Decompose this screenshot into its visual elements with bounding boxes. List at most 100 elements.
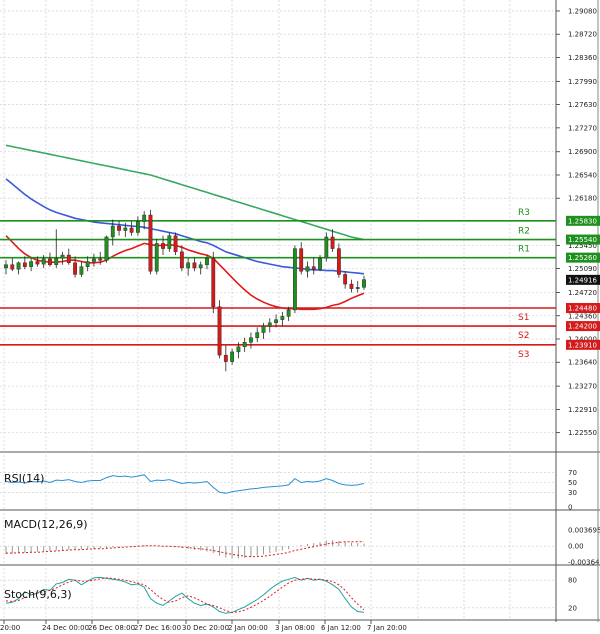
candle-body bbox=[54, 258, 59, 265]
time-tick-label: 6 Jan 12:00 bbox=[321, 624, 361, 632]
macd-tick-label: -0.00364 bbox=[568, 559, 600, 567]
candle-body bbox=[142, 214, 147, 222]
price-tick-label: 1.26180 bbox=[568, 195, 597, 203]
candle-body bbox=[92, 258, 96, 262]
candle-body bbox=[73, 262, 77, 275]
candle-body bbox=[230, 351, 235, 362]
candle-body bbox=[104, 236, 109, 261]
level-name-s2: S2 bbox=[518, 331, 529, 341]
candle-body bbox=[286, 309, 291, 317]
candle-body bbox=[41, 258, 46, 265]
time-tick-label: 26 Dec 08:00 bbox=[88, 624, 135, 632]
current-price-label: 1.24916 bbox=[568, 276, 597, 284]
level-tag-label: 1.23910 bbox=[568, 341, 597, 349]
level-name-s1: S1 bbox=[518, 313, 529, 323]
candle-body bbox=[148, 214, 153, 272]
stoch-k-line bbox=[5, 576, 365, 614]
candle-body bbox=[223, 354, 228, 362]
level-name-r2: R2 bbox=[518, 227, 530, 237]
level-tag-label: 1.25540 bbox=[568, 236, 597, 244]
candle-body bbox=[242, 342, 247, 347]
level-tag-label: 1.24200 bbox=[568, 323, 597, 331]
candle-body bbox=[336, 248, 341, 275]
price-tick-label: 1.29080 bbox=[568, 7, 597, 15]
rsi-panel: RSI(14) 70 50 30 0 bbox=[0, 469, 577, 512]
candle-body bbox=[117, 225, 121, 231]
candle-body bbox=[16, 262, 21, 270]
level-name-r1: R1 bbox=[518, 245, 530, 255]
candle-body bbox=[324, 236, 329, 259]
rsi-line bbox=[5, 474, 365, 494]
candle-body bbox=[79, 266, 84, 275]
candle-body bbox=[154, 243, 159, 272]
candle-body bbox=[311, 266, 316, 270]
candle-body bbox=[48, 258, 52, 265]
rsi-tick-label: 0 bbox=[568, 504, 572, 512]
level-tag-label: 1.25830 bbox=[568, 217, 597, 225]
candle-body bbox=[85, 261, 90, 267]
level-tag-bg bbox=[566, 252, 600, 263]
level-tag-bg bbox=[566, 303, 600, 314]
price-tick-label: 1.26540 bbox=[568, 171, 597, 179]
price-tick-label: 1.28720 bbox=[568, 31, 597, 39]
rsi-label: RSI(14) bbox=[4, 472, 44, 485]
candle-body bbox=[4, 264, 8, 269]
level-tag-label: 1.25260 bbox=[568, 254, 597, 262]
price-tick-label: 1.23640 bbox=[568, 359, 597, 367]
time-tick-label: 7 Jan 20:00 bbox=[367, 624, 407, 632]
candle-body bbox=[186, 262, 191, 269]
current-price-tag-bg bbox=[566, 274, 600, 285]
candle-body bbox=[299, 248, 304, 272]
price-tick-label: 1.28360 bbox=[568, 54, 597, 62]
price-tick-label: 1.24360 bbox=[568, 312, 597, 320]
candle-body bbox=[305, 266, 310, 272]
price-tick-label: 1.23270 bbox=[568, 383, 597, 391]
candle-body bbox=[129, 227, 134, 233]
stoch-tick-label: 80 bbox=[568, 577, 577, 585]
stoch-tick-label: 20 bbox=[568, 604, 577, 612]
candle-body bbox=[274, 319, 278, 324]
rsi-tick-label: 70 bbox=[568, 469, 577, 477]
candle-body bbox=[60, 254, 65, 259]
moving-average-lines bbox=[5, 144, 365, 311]
candle-body bbox=[349, 283, 354, 289]
moving-average-line bbox=[5, 235, 365, 311]
candle-body bbox=[205, 258, 209, 265]
level-name-s3: S3 bbox=[518, 350, 529, 360]
level-tag-bg bbox=[566, 215, 600, 226]
candle-body bbox=[330, 236, 335, 249]
candle-body bbox=[261, 325, 266, 333]
support-resistance-lines: R3 R2 R1 S1 S2 S3 bbox=[0, 208, 556, 360]
price-tick-label: 1.25450 bbox=[568, 242, 597, 250]
candle-body bbox=[66, 254, 71, 264]
level-name-r3: R3 bbox=[518, 208, 530, 218]
price-tick-label: 1.24720 bbox=[568, 289, 597, 297]
candle-body bbox=[211, 258, 216, 307]
time-tick-label: 27 Dec 16:00 bbox=[134, 624, 181, 632]
time-tick-label: 3 Jan 08:00 bbox=[275, 624, 315, 632]
candle-body bbox=[35, 261, 40, 265]
level-tag-bg bbox=[566, 234, 600, 245]
candle-body bbox=[98, 258, 103, 261]
candle-body bbox=[267, 322, 272, 327]
candle-body bbox=[343, 274, 348, 285]
candle-body bbox=[173, 235, 178, 253]
candle-body bbox=[123, 227, 128, 231]
price-tick-label: 1.22550 bbox=[568, 429, 597, 437]
candle-body bbox=[198, 264, 203, 269]
level-price-tags: 1.25830 1.25540 1.25260 1.24480 1.24200 1.239… bbox=[566, 215, 600, 350]
candle-body bbox=[10, 264, 15, 270]
candle-body bbox=[362, 279, 366, 288]
candle-body bbox=[318, 258, 322, 270]
macd-panel: MACD(12,26,9) 0.003695 0.00 -0.00364 bbox=[0, 518, 600, 567]
candle-body bbox=[167, 235, 172, 249]
price-tick-label: 1.26900 bbox=[568, 148, 597, 156]
macd-tick-label: 0.00 bbox=[568, 543, 584, 551]
moving-average-line bbox=[5, 144, 365, 241]
rsi-tick-label: 50 bbox=[568, 479, 577, 487]
candle-body bbox=[280, 316, 285, 320]
candle-body bbox=[217, 306, 222, 356]
